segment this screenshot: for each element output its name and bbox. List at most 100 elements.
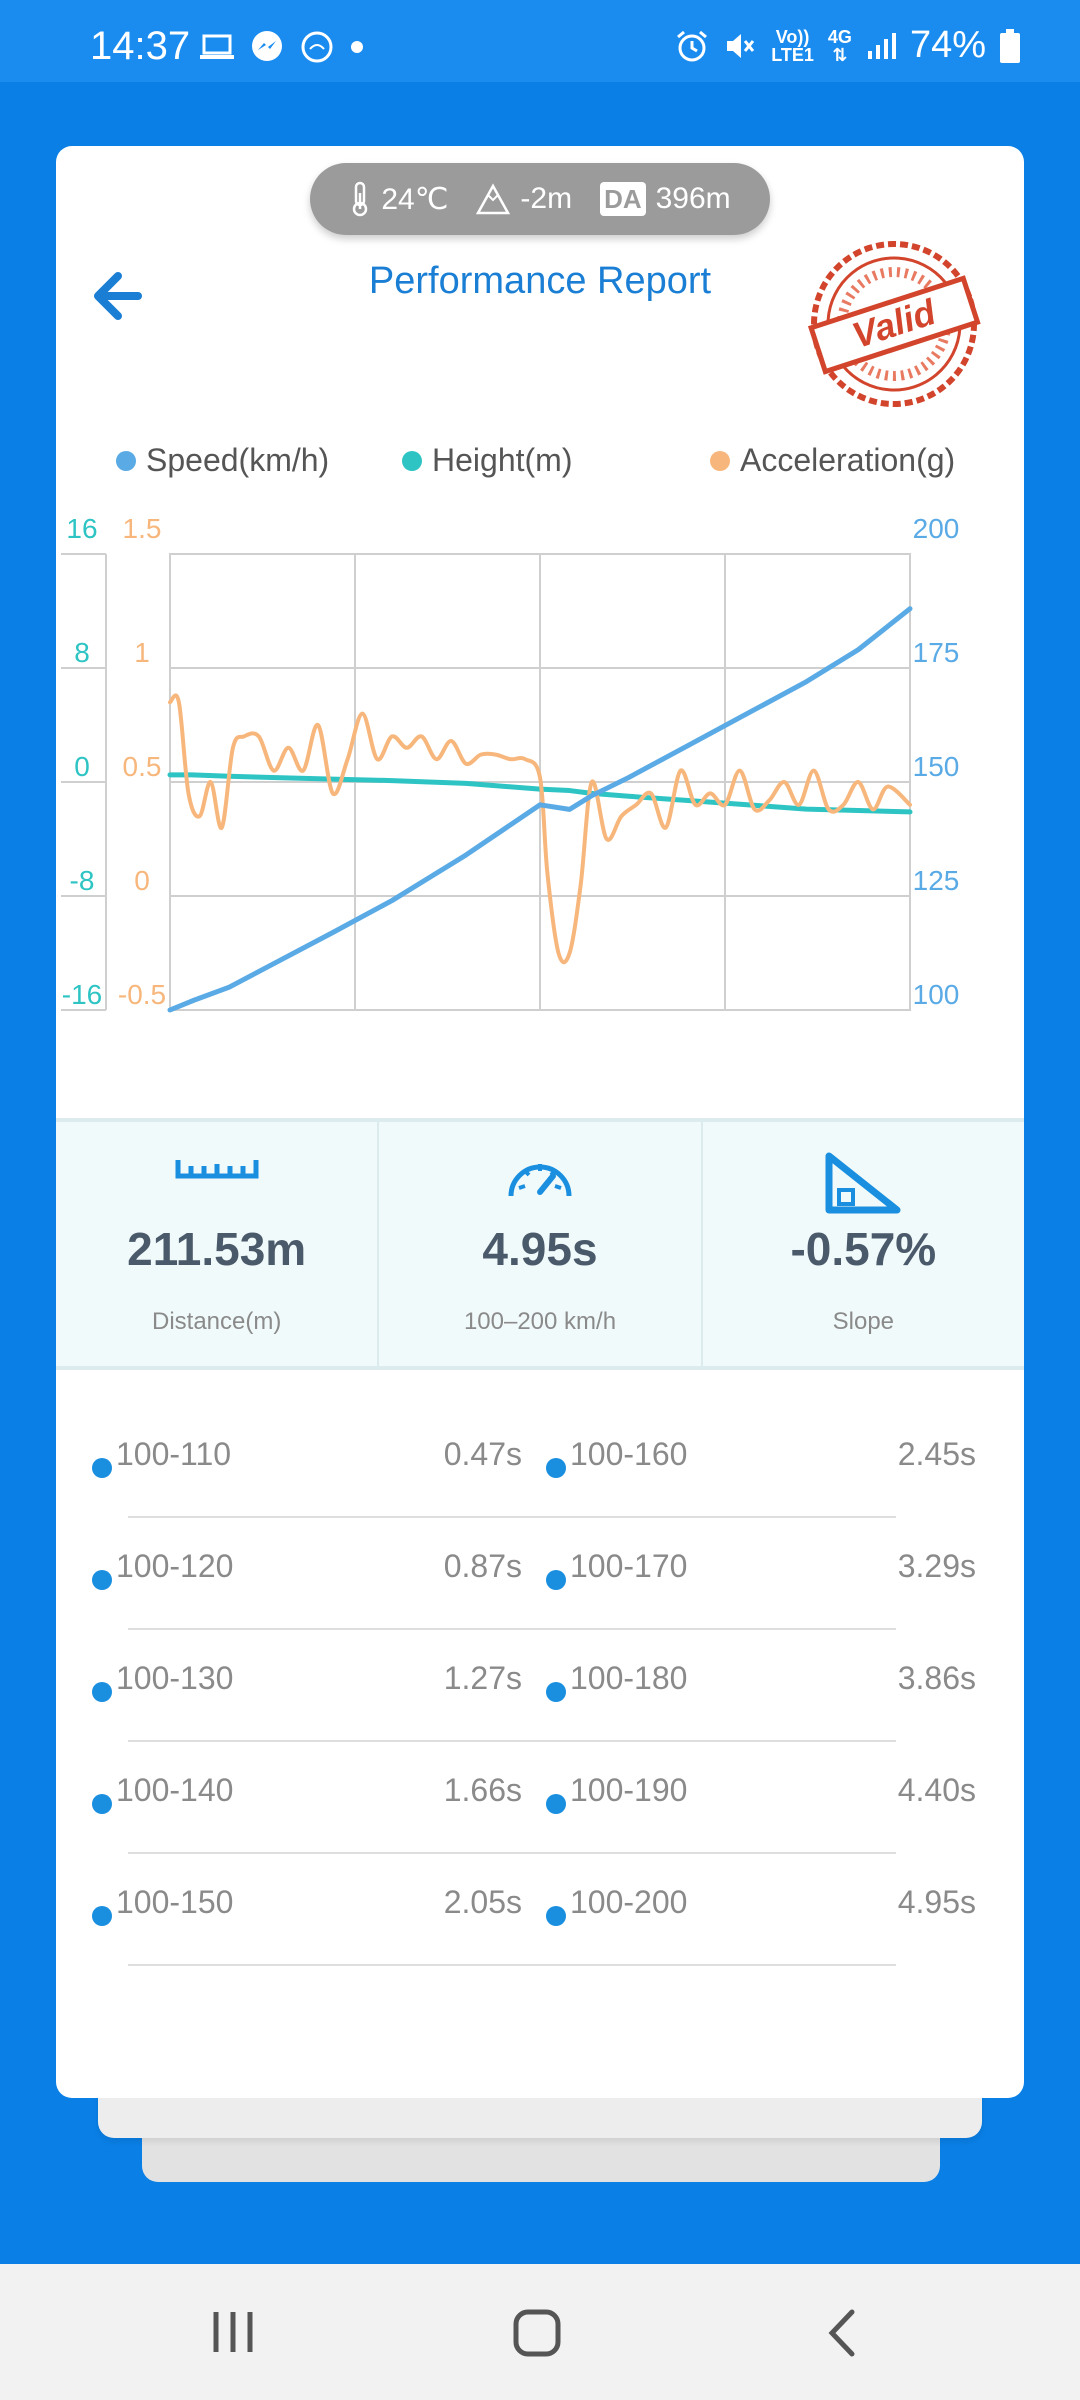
table-row: 100-150 2.05s 100-200 4.95s — [56, 1854, 1024, 1966]
row-divider — [128, 1852, 896, 1854]
bullet-dot — [546, 1458, 566, 1478]
split-range: 100-110 — [116, 1436, 232, 1472]
density-altitude-label: DA — [600, 182, 646, 216]
split-time: 1.27s — [443, 1660, 522, 1696]
split-time: 4.40s — [897, 1772, 976, 1808]
split-item: 100-110 0.47s — [92, 1436, 522, 1480]
stats-panel: 211.53m Distance(m) 4.95s 100–200 km/h -… — [56, 1118, 1024, 1370]
legend-height: Height(m) — [402, 442, 572, 479]
acceleration-series-line — [168, 693, 912, 965]
bullet-dot — [546, 1570, 566, 1590]
speed-axis-tick-label: 150 — [913, 751, 960, 782]
mute-icon — [727, 33, 755, 58]
split-range: 100-200 — [570, 1884, 688, 1920]
stat-slope: -0.57% Slope — [700, 1122, 1024, 1366]
legend-height-label: Height(m) — [432, 442, 573, 478]
performance-report-card: 24℃ -2m DA 396m Performance Report Valid… — [56, 146, 1024, 2098]
slope-icon — [825, 1152, 901, 1214]
stat-distance: 211.53m Distance(m) — [56, 1122, 377, 1366]
altitude-value: -2m — [520, 182, 573, 215]
page-title: Performance Report — [368, 260, 712, 302]
speed-axis-tick-label: 100 — [913, 979, 960, 1010]
acceleration-axis-tick-label: 0.5 — [123, 751, 162, 782]
height-axis-tick-label: -8 — [70, 865, 95, 896]
legend-speed-dot — [116, 450, 136, 471]
split-range: 100-130 — [116, 1660, 234, 1696]
split-range: 100-170 — [570, 1548, 688, 1584]
arrow-left-icon — [94, 272, 142, 320]
split-time: 2.05s — [443, 1884, 522, 1920]
bullet-dot — [92, 1682, 112, 1702]
split-time: 0.47s — [443, 1436, 522, 1472]
performance-chart: 16 8 0 -8 -16 1.5 1 0.5 0 -0.5 200 175 150 125 100 — [61, 513, 960, 1013]
home-icon[interactable] — [512, 2308, 562, 2358]
speed-axis-tick-label: 200 — [913, 513, 960, 544]
laptop-icon — [200, 34, 234, 59]
stat-time: 4.95s 100–200 km/h — [377, 1122, 700, 1366]
height-axis-tick-label: 0 — [74, 751, 90, 782]
speed-series-line — [167, 606, 913, 1013]
split-item: 100-160 2.45s — [546, 1436, 976, 1480]
split-time: 0.87s — [443, 1548, 522, 1584]
valid-stamp-icon: Valid — [807, 241, 981, 407]
bullet-dot — [92, 1570, 112, 1590]
acceleration-axis-tick-label: 1.5 — [123, 513, 162, 544]
legend-speed-label: Speed(km/h) — [146, 442, 330, 478]
battery-percent: 74% — [909, 24, 986, 66]
split-item: 100-130 1.27s — [92, 1660, 522, 1704]
mountain-icon — [476, 183, 511, 215]
temperature-info: 24℃ — [349, 181, 448, 217]
volte-indicator: Vo)) LTE1 — [771, 26, 814, 65]
table-row: 100-120 0.87s 100-170 3.29s — [56, 1518, 1024, 1630]
split-range: 100-180 — [570, 1660, 688, 1696]
height-axis-tick-label: 8 — [74, 637, 90, 668]
split-range: 100-190 — [570, 1772, 688, 1808]
dot-icon — [351, 41, 363, 53]
status-bar: 14:37 Vo)) LTE1 4G ⇅ 74% — [0, 0, 1080, 82]
split-range: 100-120 — [116, 1548, 234, 1584]
height-axis-tick-label: 16 — [66, 513, 97, 544]
thermometer-icon — [353, 181, 368, 217]
split-times-table: 100-110 0.47s 100-160 2.45s 100-120 0.87s 1… — [56, 1406, 1024, 1966]
bullet-dot — [92, 1794, 112, 1814]
split-range: 100-150 — [116, 1884, 234, 1920]
bullet-dot — [546, 1794, 566, 1814]
split-item: 100-120 0.87s — [92, 1548, 522, 1592]
split-item: 100-180 3.86s — [546, 1660, 976, 1704]
split-range: 100-140 — [116, 1772, 234, 1808]
stat-time-label: 100–200 km/h — [463, 1308, 617, 1335]
split-item: 100-190 4.40s — [546, 1772, 976, 1816]
row-divider — [128, 1964, 896, 1966]
acceleration-axis-tick-label: 1 — [134, 637, 150, 668]
network-type: 4G ⇅ — [827, 26, 852, 65]
row-divider — [128, 1740, 896, 1742]
stat-time-value: 4.95s — [482, 1223, 598, 1275]
split-item: 100-170 3.29s — [546, 1548, 976, 1592]
signal-icon — [867, 32, 896, 59]
split-item: 100-200 4.95s — [546, 1884, 976, 1928]
split-time: 4.95s — [897, 1884, 976, 1920]
split-time: 3.29s — [897, 1548, 976, 1584]
split-time: 2.45s — [897, 1436, 976, 1472]
split-time: 1.66s — [443, 1772, 522, 1808]
speedometer-icon — [508, 1164, 572, 1197]
legend-acceleration-label: Acceleration(g) — [740, 442, 956, 478]
split-range: 100-160 — [570, 1436, 688, 1472]
messenger-icon — [252, 31, 282, 61]
navigation-bar — [0, 2264, 1080, 2400]
density-altitude-info: DA 396m — [600, 182, 731, 216]
legend-speed: Speed(km/h) — [116, 442, 329, 479]
recent-apps-icon[interactable] — [210, 2310, 256, 2354]
battery-icon — [1000, 28, 1020, 63]
density-altitude-value: 396m — [655, 182, 731, 215]
altitude-info: -2m — [476, 182, 572, 216]
row-divider — [128, 1628, 896, 1630]
stat-distance-label: Distance(m) — [151, 1308, 282, 1335]
bullet-dot — [92, 1906, 112, 1926]
alarm-icon — [677, 30, 708, 61]
legend-acceleration: Acceleration(g) — [710, 442, 955, 479]
acceleration-axis-tick-label: 0 — [134, 865, 150, 896]
bullet-dot — [546, 1906, 566, 1926]
back-button[interactable] — [74, 254, 174, 338]
back-nav-icon[interactable] — [822, 2308, 862, 2358]
